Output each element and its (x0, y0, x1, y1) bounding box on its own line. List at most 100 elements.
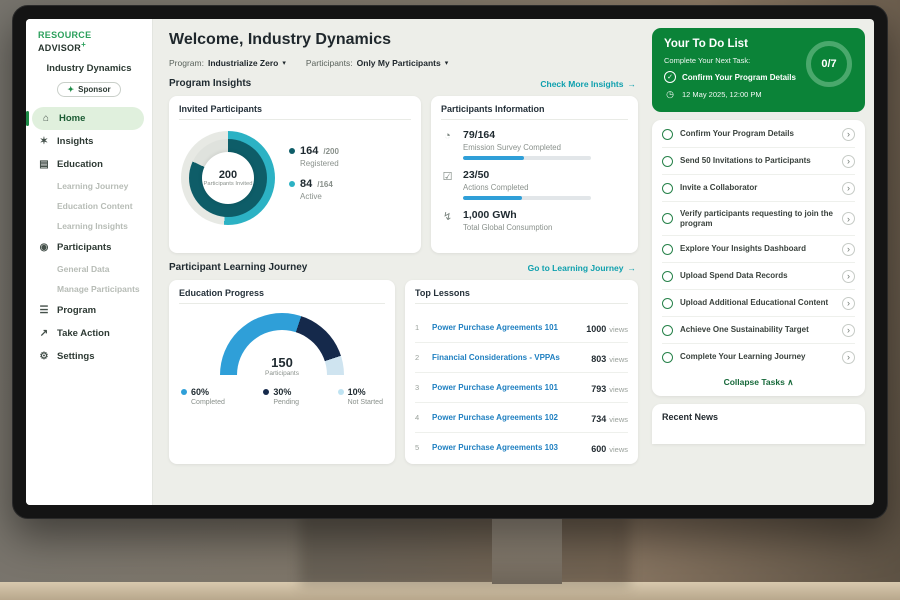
desk-surface (0, 582, 900, 600)
gauge-arc (220, 313, 344, 377)
pending-value: 30% (273, 387, 292, 397)
task-row-explore-insights[interactable]: Explore Your Insights Dashboard › (662, 236, 855, 263)
lesson-link[interactable]: Financial Considerations - VPPAs (432, 353, 560, 362)
task-row-send-invitations[interactable]: Send 50 Invitations to Participants › (662, 148, 855, 175)
chevron-right-icon[interactable]: › (842, 154, 855, 168)
todo-next-task[interactable]: ✓ Confirm Your Program Details (664, 71, 853, 83)
sidebar-item-home[interactable]: ⌂ Home (26, 107, 144, 130)
lesson-link[interactable]: Power Purchase Agreements 102 (432, 413, 558, 422)
sidebar-item-program[interactable]: ☰ Program (26, 299, 152, 322)
sponsor-badge[interactable]: ✦ Sponsor (57, 82, 121, 97)
go-to-learning-journey-link[interactable]: Go to Learning Journey → (528, 263, 636, 273)
registered-total: /200 (323, 147, 339, 156)
org-name: Industry Dynamics (46, 63, 132, 74)
app-screen: RESOURCE ADVISOR+ Industry Dynamics ✦ Sp… (26, 19, 874, 505)
chevron-right-icon[interactable]: › (842, 212, 855, 225)
lesson-views: 600 (591, 443, 607, 454)
chevron-right-icon[interactable]: › (842, 242, 855, 256)
progress-bar (463, 196, 591, 200)
lesson-link[interactable]: Power Purchase Agreements 103 (432, 443, 558, 452)
task-row-upload-educational-content[interactable]: Upload Additional Educational Content › (662, 290, 855, 317)
program-filter-label: Program: (169, 58, 204, 68)
task-checkbox[interactable] (662, 270, 673, 282)
sidebar-item-learning-journey[interactable]: Learning Journey (57, 181, 129, 191)
task-checkbox[interactable] (662, 213, 673, 224)
sidebar-item-take-action[interactable]: ↗ Take Action (26, 322, 152, 345)
monitor-bezel: RESOURCE ADVISOR+ Industry Dynamics ✦ Sp… (12, 5, 888, 519)
legend-completed: 60% Completed (181, 387, 225, 406)
task-label: Send 50 Invitations to Participants (680, 156, 811, 165)
sidebar-item-participants[interactable]: ◉ Participants (26, 236, 152, 259)
task-checkbox[interactable] (662, 155, 673, 167)
sidebar-item-learning-insights[interactable]: Learning Insights (57, 221, 128, 231)
chevron-up-icon: ∧ (787, 377, 794, 387)
todo-title: Your To Do List (664, 38, 748, 50)
check-more-insights-link[interactable]: Check More Insights → (540, 79, 636, 89)
stat-value: 23/50 (463, 169, 490, 181)
task-checkbox[interactable] (662, 243, 673, 255)
chevron-down-icon: ▾ (444, 60, 449, 67)
lesson-link[interactable]: Power Purchase Agreements 101 (432, 383, 558, 392)
lesson-row: 4 Power Purchase Agreements 102 734 views (415, 403, 628, 433)
invited-donut-chart: 200 Participants Invited (181, 131, 275, 225)
sidebar-item-education-content[interactable]: Education Content (57, 201, 133, 211)
card-title: Education Progress (179, 288, 385, 304)
participants-information-card: Participants Information ◔ 79/164 Emissi… (431, 96, 638, 253)
task-label: Verify participants requesting to join t… (680, 208, 833, 228)
task-row-invite-collaborator[interactable]: Invite a Collaborator › (662, 175, 855, 202)
task-checkbox[interactable] (662, 324, 673, 336)
todo-summary-card: Your To Do List Complete Your Next Task:… (652, 28, 865, 112)
task-row-confirm-program[interactable]: Confirm Your Program Details › (662, 121, 855, 148)
participants-filter-dropdown[interactable]: Participants: Only My Participants ▾ (306, 58, 448, 68)
sidebar: RESOURCE ADVISOR+ Industry Dynamics ✦ Sp… (26, 19, 153, 505)
main-content: Welcome, Industry Dynamics Program: Indu… (153, 19, 650, 505)
lesson-rank: 3 (415, 383, 420, 392)
todo-panel: Your To Do List Complete Your Next Task:… (650, 19, 874, 505)
sidebar-item-education[interactable]: ▤ Education (26, 153, 152, 176)
monitor-shadow (300, 510, 630, 586)
chevron-right-icon[interactable]: › (842, 269, 855, 283)
task-label: Explore Your Insights Dashboard (680, 244, 806, 253)
task-checkbox[interactable] (662, 182, 673, 194)
not-started-label: Not Started (347, 399, 383, 406)
task-row-upload-spend-data[interactable]: Upload Spend Data Records › (662, 263, 855, 290)
collapse-tasks-link[interactable]: Collapse Tasks ∧ (662, 370, 855, 396)
chevron-down-icon: ▾ (282, 60, 286, 67)
lesson-link[interactable]: Power Purchase Agreements 101 (432, 323, 558, 332)
chevron-right-icon[interactable]: › (842, 323, 855, 337)
recent-news-title: Recent News (662, 412, 719, 422)
chevron-right-icon[interactable]: › (842, 296, 855, 310)
sidebar-item-settings[interactable]: ⚙ Settings (26, 345, 152, 368)
task-row-verify-participants[interactable]: Verify participants requesting to join t… (662, 202, 855, 236)
participants-filter-label: Participants: (305, 58, 353, 68)
task-row-achieve-target[interactable]: Achieve One Sustainability Target › (662, 317, 855, 344)
active-dot (289, 181, 295, 187)
task-checkbox[interactable] (662, 128, 673, 140)
gauge-center-label: Participants (265, 370, 299, 377)
sidebar-item-manage-participants[interactable]: Manage Participants (57, 284, 140, 294)
chevron-right-icon[interactable]: › (842, 127, 855, 141)
page-title: Welcome, Industry Dynamics (169, 31, 391, 48)
sidebar-item-label: Take Action (57, 328, 110, 339)
arrow-right-icon: → (627, 78, 637, 89)
program-filter-dropdown[interactable]: Program: Industrialize Zero ▾ (169, 58, 286, 68)
sidebar-item-general-data[interactable]: General Data (57, 264, 110, 274)
sidebar-item-label: Insights (57, 136, 94, 147)
arrow-right-icon: → (627, 262, 637, 273)
chevron-right-icon[interactable]: › (842, 350, 855, 364)
sponsor-icon: ✦ (67, 85, 75, 94)
task-checkbox[interactable] (662, 351, 673, 363)
task-row-complete-journey[interactable]: Complete Your Learning Journey › (662, 344, 855, 370)
todo-due-row: ◷ 12 May 2025, 12:00 PM (664, 89, 853, 100)
task-checkbox[interactable] (662, 297, 673, 309)
active-value: 84 (300, 178, 313, 190)
sidebar-item-insights[interactable]: ✶ Insights (26, 130, 152, 153)
legend-not-started: 10% Not Started (337, 387, 383, 406)
logo-plus: + (81, 40, 87, 49)
take-action-icon: ↗ (39, 328, 49, 339)
completed-label: Completed (191, 399, 225, 406)
completed-value: 60% (191, 387, 210, 397)
chevron-right-icon[interactable]: › (842, 181, 855, 195)
check-circle-icon: ✓ (664, 71, 676, 83)
lesson-row: 2 Financial Considerations - VPPAs 803 vi… (415, 343, 628, 373)
